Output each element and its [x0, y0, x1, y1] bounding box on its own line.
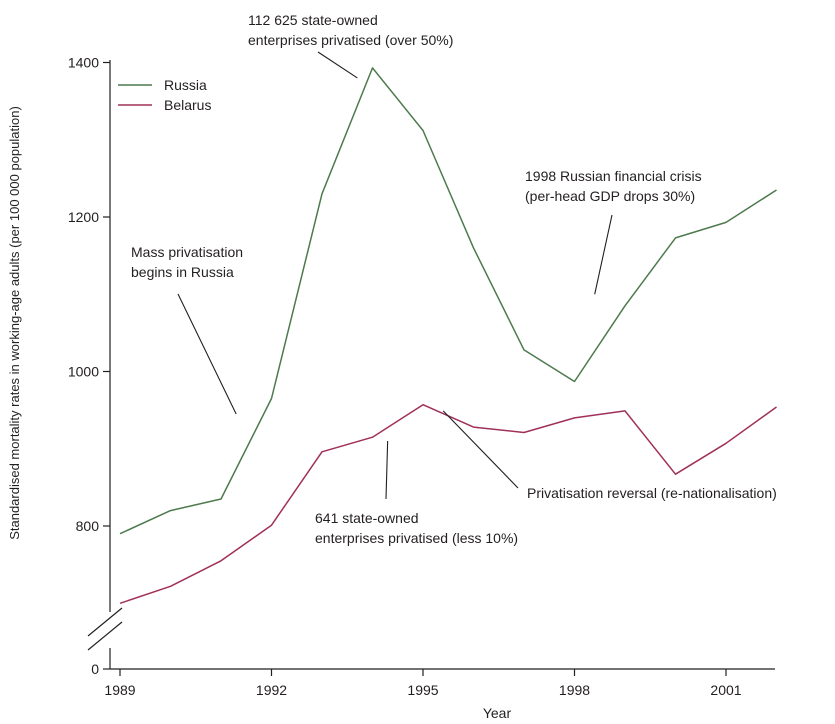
annotation-text: 112 625 state-owned [248, 12, 378, 28]
annotation-crisis: 1998 Russian financial crisis (per-head G… [525, 168, 702, 295]
annotation-leader-line [317, 51, 358, 79]
annotation-leader-line [385, 441, 389, 500]
x-tick-label: 2001 [710, 682, 741, 698]
tick-marks: 0 800 1000 1200 1400 1989 1992 1995 1998 2001 [68, 55, 742, 699]
x-tick-label: 1989 [104, 682, 135, 698]
series-line-russia [119, 67, 777, 535]
axis-break-mark [87, 621, 123, 651]
series-layer [119, 67, 777, 605]
annotation-text: 1998 Russian financial crisis [525, 168, 702, 184]
annotation-text: enterprises privatised (over 50%) [248, 32, 453, 48]
y-tick-label: 800 [76, 518, 100, 534]
x-axis-label: Year [483, 705, 512, 721]
y-tick-label: 1200 [68, 209, 99, 225]
x-tick-label: 1995 [407, 682, 438, 698]
annotation-leader-line [442, 410, 519, 489]
series-line-belarus [119, 403, 777, 605]
legend-label-belarus: Belarus [164, 97, 211, 113]
annotation-text: Mass privatisation [131, 244, 243, 260]
annotation-text: enterprises privatised (less 10%) [315, 530, 518, 546]
annotation-belarus-few: 641 state-owned enterprises privatised (l… [315, 441, 518, 546]
annotation-mass: Mass privatisation begins in Russia [131, 244, 243, 415]
axes [87, 60, 775, 670]
y-axis-label: Standardised mortality rates in working-… [7, 106, 22, 540]
legend-label-russia: Russia [164, 77, 207, 93]
legend: Russia Belarus [118, 77, 211, 113]
annotations: Mass privatisation begins in Russia 112 62… [131, 12, 777, 546]
y-tick-label: 0 [91, 661, 99, 677]
x-tick-label: 1998 [559, 682, 590, 698]
x-tick-label: 1992 [256, 682, 287, 698]
annotation-text: 641 state-owned [315, 510, 419, 526]
annotation-text: begins in Russia [131, 264, 234, 280]
axis-break-mark [87, 607, 123, 637]
annotation-leader-line [177, 293, 237, 415]
y-tick-label: 1400 [68, 55, 99, 71]
y-tick-label: 1000 [68, 364, 99, 380]
annotation-reversal: Privatisation reversal (re-nationalisati… [442, 410, 777, 501]
annotation-text: (per-head GDP drops 30%) [525, 188, 695, 204]
annotation-peak: 112 625 state-owned enterprises privatise… [248, 12, 453, 79]
annotation-leader-line [594, 214, 613, 295]
annotation-text: Privatisation reversal (re-nationalisati… [527, 485, 777, 501]
